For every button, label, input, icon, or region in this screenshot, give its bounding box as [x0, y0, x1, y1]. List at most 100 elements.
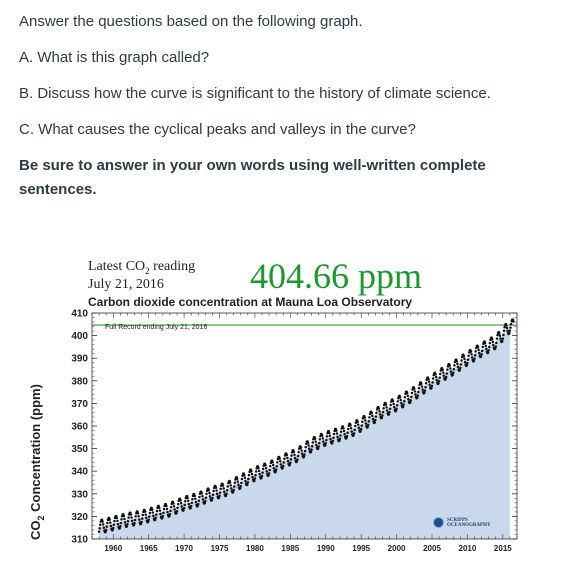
- data-point: [97, 530, 101, 533]
- data-point: [331, 439, 335, 443]
- data-point: [398, 396, 402, 399]
- data-point: [434, 372, 437, 376]
- data-point: [108, 518, 111, 521]
- data-point: [101, 520, 104, 523]
- question-c: C. What causes the cyclical peaks and va…: [19, 121, 416, 138]
- data-point: [431, 381, 434, 384]
- data-point: [338, 439, 341, 443]
- data-point: [279, 463, 283, 466]
- data-point: [130, 519, 134, 523]
- data-point: [306, 441, 310, 445]
- data-point: [469, 350, 473, 353]
- data-point: [189, 504, 193, 508]
- data-point: [233, 481, 237, 484]
- data-point: [281, 466, 284, 470]
- data-point: [385, 409, 389, 412]
- data-point: [417, 390, 420, 394]
- data-point: [315, 443, 318, 447]
- data-point: [162, 507, 166, 511]
- data-point: [288, 463, 291, 467]
- data-point: [136, 512, 140, 515]
- data-point: [325, 438, 328, 442]
- data-point: [286, 459, 290, 463]
- data-point: [346, 427, 350, 431]
- data-point: [394, 409, 398, 413]
- data-point: [246, 481, 250, 484]
- data-point: [392, 405, 396, 409]
- data-point: [434, 375, 438, 379]
- data-point: [352, 434, 355, 437]
- data-point: [364, 422, 368, 425]
- data-point: [293, 456, 297, 460]
- data-point: [194, 497, 197, 500]
- data-point: [373, 421, 376, 424]
- data-point: [98, 527, 101, 530]
- data-point: [194, 500, 198, 504]
- data-point: [332, 432, 336, 436]
- data-point: [463, 357, 466, 361]
- data-point: [197, 502, 200, 506]
- data-point: [251, 475, 254, 479]
- data-point: [505, 324, 508, 327]
- data-point: [250, 469, 253, 473]
- data-point: [247, 477, 250, 481]
- data-point: [500, 339, 504, 343]
- data-point: [299, 446, 303, 450]
- data-point: [491, 340, 495, 344]
- data-point: [271, 460, 274, 464]
- data-point: [191, 497, 194, 501]
- x-tick-label: 2010: [459, 544, 477, 553]
- data-point: [260, 474, 264, 478]
- data-point: [427, 380, 431, 383]
- data-point: [345, 434, 349, 438]
- data-point: [421, 388, 424, 391]
- data-point: [265, 470, 268, 473]
- data-point: [345, 436, 348, 440]
- data-point: [304, 445, 307, 449]
- data-point: [371, 417, 375, 421]
- scripps-logo-icon: [433, 517, 444, 528]
- y-tick-label: 350: [71, 444, 88, 455]
- data-point: [359, 430, 362, 433]
- data-point: [155, 509, 159, 513]
- data-point: [190, 501, 194, 505]
- data-point: [222, 487, 225, 490]
- data-point: [488, 345, 491, 349]
- data-point: [396, 400, 400, 403]
- data-point: [494, 345, 497, 348]
- data-point: [317, 445, 320, 448]
- x-tick-label: 1965: [140, 544, 158, 553]
- data-point: [137, 518, 141, 521]
- data-point: [367, 423, 370, 427]
- data-point: [459, 366, 462, 370]
- data-point: [495, 337, 499, 340]
- data-point: [449, 370, 453, 373]
- data-point: [346, 431, 349, 434]
- data-point: [267, 474, 270, 477]
- data-point: [367, 420, 371, 423]
- data-point: [182, 509, 185, 512]
- data-point: [300, 452, 304, 455]
- data-point: [364, 419, 367, 422]
- data-point: [125, 525, 129, 528]
- data-point: [388, 407, 392, 410]
- data-point: [496, 333, 499, 337]
- data-point: [278, 457, 281, 460]
- scripps-logo: SCRIPPS OCEANOGRAPHY: [433, 517, 491, 528]
- data-point: [123, 521, 127, 524]
- data-point: [119, 524, 122, 528]
- data-point: [279, 460, 282, 463]
- data-point: [343, 433, 346, 436]
- data-point: [303, 453, 306, 456]
- data-point: [217, 496, 221, 500]
- data-point: [498, 332, 501, 335]
- data-point: [449, 367, 452, 370]
- y-tick-label: 320: [71, 512, 88, 523]
- data-point: [488, 341, 492, 345]
- data-point: [218, 491, 222, 494]
- data-point: [104, 528, 108, 532]
- data-point: [214, 486, 218, 489]
- data-point: [466, 361, 469, 365]
- data-point: [316, 447, 320, 450]
- y-tick-label: 310: [71, 535, 88, 546]
